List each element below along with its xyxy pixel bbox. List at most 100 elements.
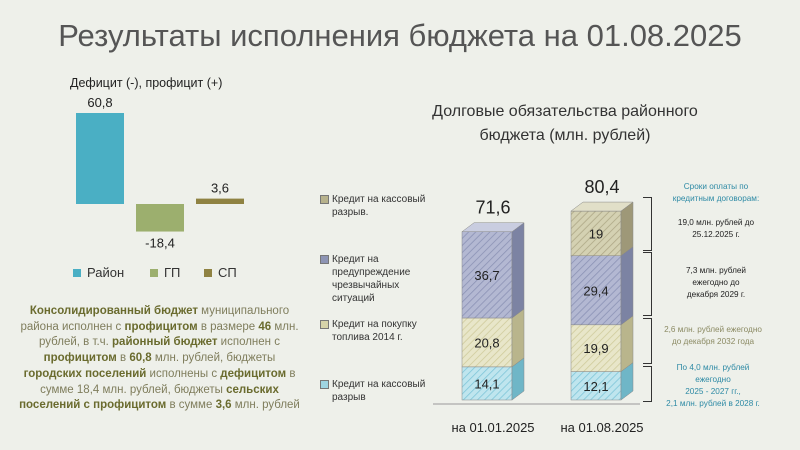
stack-top-face <box>570 201 634 212</box>
stack-segment <box>461 366 513 401</box>
notes-header: Сроки оплаты по кредитным договорам: <box>666 181 766 205</box>
segment-value-label: 14,1 <box>474 376 499 391</box>
stack-segment-side <box>620 201 634 257</box>
summary-emph: сельских поселений с профицитом <box>19 383 279 412</box>
brace-middle <box>643 252 652 316</box>
notes-header-line: кредитным договорам: <box>672 194 760 203</box>
note-emergency-due: 19,0 млн. рублей до 25.12.2025 г. <box>666 217 766 241</box>
debt-legend-line: предупреждение <box>332 267 411 278</box>
bar-value-label: 60,8 <box>87 95 112 110</box>
segment-value-label: 19 <box>589 226 603 241</box>
legend-swatch-sp <box>204 268 212 277</box>
bar-2 <box>136 204 184 232</box>
summary-text: млн. рублей, бюджеты <box>151 352 276 365</box>
debt-legend-swatch <box>320 195 329 204</box>
debt-legend-line: Кредит на покупку <box>332 319 417 330</box>
summary-emph: 60,8 <box>129 352 152 365</box>
stack-segment-side <box>620 246 634 326</box>
segment-value-label: 19,9 <box>583 341 608 356</box>
summary-emph: городских поселений <box>23 367 147 380</box>
debt-legend-swatch <box>320 380 329 389</box>
stack-segment <box>461 231 513 319</box>
bar-1 <box>76 113 124 204</box>
debt-legend-cash-gap-2: Кредит на кассовый разрыв. <box>320 193 426 219</box>
debt-legend-line: разрыв <box>332 392 366 403</box>
summary-paragraph: Консолидированный бюджет муниципального … <box>18 304 301 414</box>
category-label: на 01.01.2025 <box>451 420 534 435</box>
note-fuel-due: 2,6 млн. рублей ежегодно до декабря 2032… <box>652 324 774 348</box>
legend-swatch-gp <box>150 268 158 277</box>
note-line: По 4,0 млн. рублей <box>676 363 750 372</box>
stack-segment-side <box>511 222 525 319</box>
legend-label-rayon: Район <box>87 265 125 280</box>
summary-emph: районный бюджет <box>112 336 218 349</box>
debt-legend-line: чрезвычайных <box>332 280 400 291</box>
note-line: декабря 2029 г. <box>686 290 746 299</box>
summary-emph: Консолидированный бюджет <box>29 305 198 317</box>
note-line: ежегодно до <box>692 278 740 287</box>
debt-legend-emergency: Кредит на предупреждение чрезвычайных си… <box>320 253 411 305</box>
summary-emph: профицитом <box>43 352 117 365</box>
debt-legend-line: Кредит на кассовый <box>332 194 426 205</box>
legend-label-sp: СП <box>218 265 237 280</box>
segment-value-label: 12,1 <box>583 379 608 394</box>
brace-top <box>643 197 652 251</box>
summary-text: в <box>116 352 130 365</box>
bar-value-label: 3,6 <box>211 181 229 196</box>
debt-legend-line: разрыв. <box>332 207 369 218</box>
legend-item-sp: СП <box>204 265 237 280</box>
stack-segment <box>570 324 622 372</box>
summary-text: в размере <box>197 320 259 333</box>
summary-emph: 46 <box>258 320 272 333</box>
stack-segment <box>461 317 513 368</box>
note-line: ежегодно <box>695 375 731 384</box>
note-line: 2,1 млн. рублей в 2028 г. <box>666 399 760 408</box>
stack-segment <box>570 255 622 326</box>
debt-legend-line: Кредит на кассовый <box>332 379 426 390</box>
debt-legend-line: топлива 2014 г. <box>332 332 403 343</box>
note-cash-gap-2-due: По 4,0 млн. рублей ежегодно 2025 - 2027 … <box>652 362 774 410</box>
legend-item-gp: ГП <box>150 265 180 280</box>
bar-value-label: -18,4 <box>145 236 175 251</box>
debt-title-line2: бюджета (млн. рублей) <box>479 127 651 144</box>
note-line: 2,6 млн. рублей ежегодно <box>664 325 762 334</box>
summary-text: млн. рублей <box>231 399 300 412</box>
brace-bottom <box>643 366 652 402</box>
stack-segment <box>570 210 622 256</box>
note-line: до декабря 2032 года <box>671 337 755 346</box>
summary-text: исполнены с <box>146 367 221 380</box>
note-cash-gap-due: 7,3 млн. рублей ежегодно до декабря 2029… <box>666 265 766 301</box>
debt-legend-line: ситуаций <box>332 293 375 304</box>
summary-text: в сумме 18,4 млн. рублей, бюджеты <box>40 367 296 396</box>
note-line: 7,3 млн. рублей <box>685 266 746 275</box>
note-line: 25.12.2025 г. <box>692 230 740 239</box>
summary-text: муниципального района исполнен с <box>20 305 290 333</box>
summary-text: исполнен с <box>217 336 280 349</box>
legend-label-gp: ГП <box>164 265 181 280</box>
summary-emph: профицитом <box>124 320 198 333</box>
brace-lower <box>643 318 652 364</box>
bar-3 <box>196 198 244 204</box>
segment-value-label: 29,4 <box>583 283 608 298</box>
summary-emph: дефицитом <box>220 367 287 380</box>
debt-legend-line: Кредит на <box>332 254 379 265</box>
debt-chart-title: Долговые обязательства районного бюджета… <box>400 100 730 148</box>
segment-value-label: 20,8 <box>474 335 499 350</box>
debt-title-line1: Долговые обязательства районного <box>432 103 698 120</box>
stack-top-face <box>461 222 525 232</box>
debt-legend-swatch <box>320 255 329 264</box>
segment-value-label: 36,7 <box>474 268 499 283</box>
category-label: на 01.08.2025 <box>560 420 643 435</box>
debt-legend-cash-gap: Кредит на кассовый разрыв <box>320 378 426 404</box>
stack-total-label: 71,6 <box>475 198 510 218</box>
summary-text: в сумме <box>166 399 216 412</box>
stack-segment-side <box>511 308 525 368</box>
stack-segment <box>570 371 622 401</box>
note-line: 2025 - 2027 гг., <box>685 387 741 396</box>
debt-legend-swatch <box>320 320 329 329</box>
note-line: 19,0 млн. рублей до <box>677 218 755 227</box>
summary-emph: 3,6 <box>215 399 232 412</box>
bar-chart-title: Дефицит (-), профицит (+) <box>70 76 223 90</box>
stack-segment-side <box>620 315 634 373</box>
